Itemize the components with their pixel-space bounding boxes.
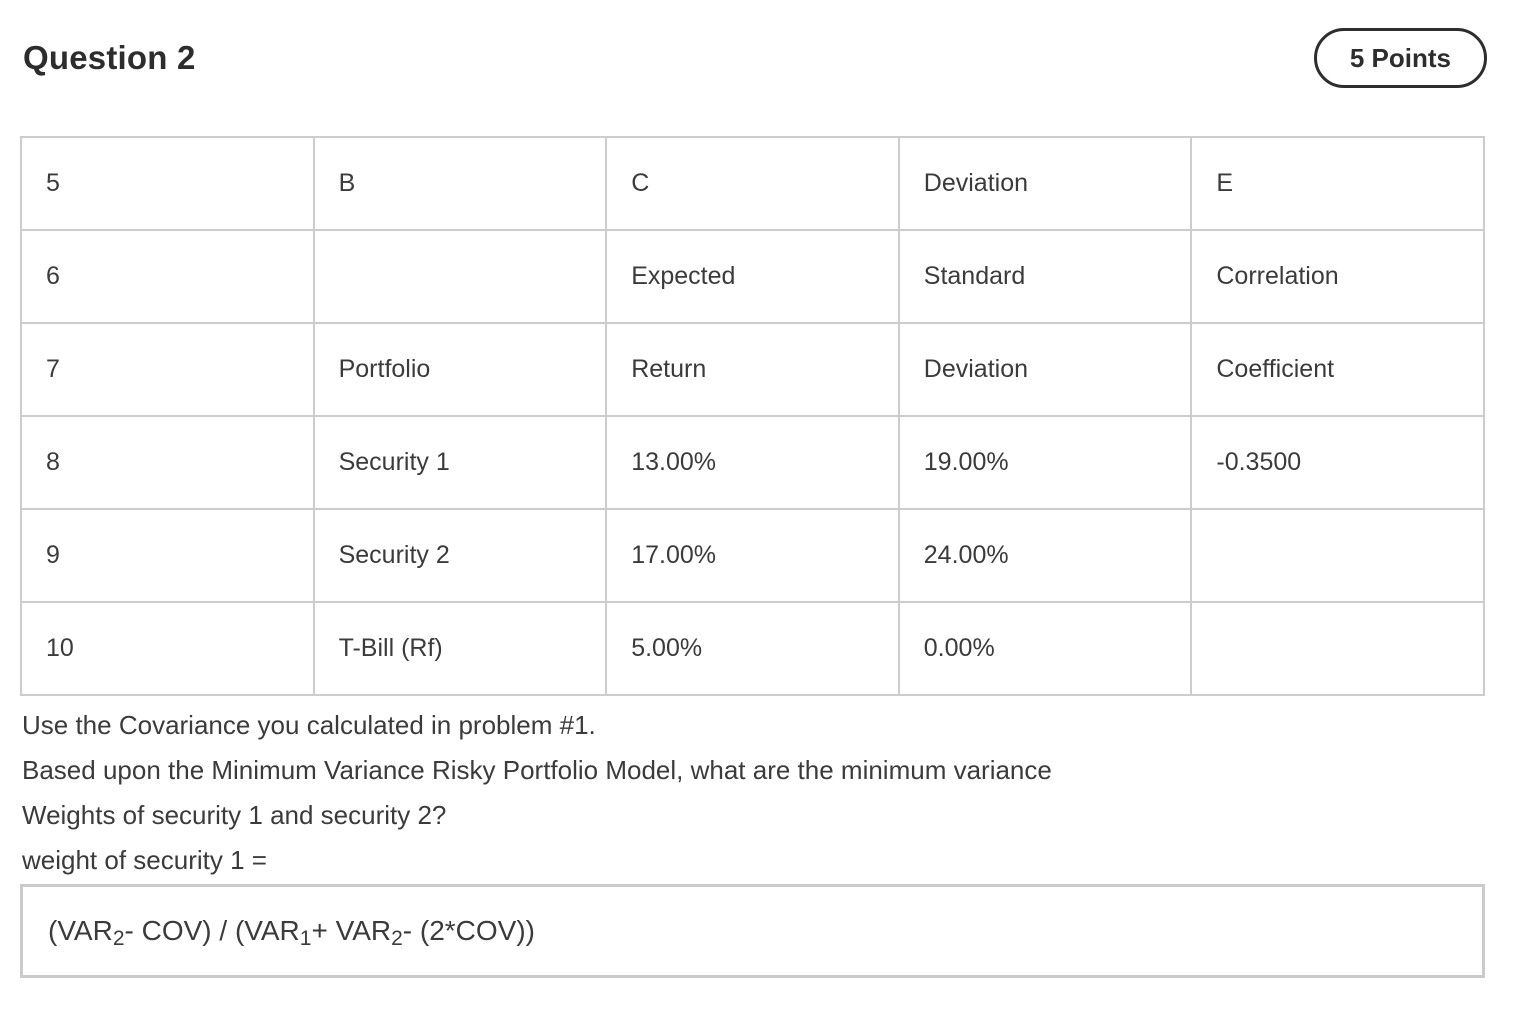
table-cell: 24.00% [897,508,1193,603]
table-cell: -0.3500 [1190,415,1485,510]
table-row: 8 Security 1 13.00% 19.00% -0.3500 [20,415,1485,510]
answer-prompt-label: weight of security 1 = [22,845,267,875]
question-header: Question 2 5 Points [23,28,1487,88]
formula-segment: (VAR [48,915,113,946]
table-cell: E [1190,136,1485,231]
spreadsheet-table: 5 B C Deviation E 6 Expected Standard Co… [20,136,1485,696]
row-number-cell: 5 [20,136,315,231]
table-cell: Deviation [897,322,1193,417]
table-row: 7 Portfolio Return Deviation Coefficient [20,322,1485,417]
question-text-line: Based upon the Minimum Variance Risky Po… [22,755,1052,785]
table-cell: 0.00% [897,601,1193,696]
formula-segment: - (2*COV)) [402,915,536,946]
table-cell: Security 2 [312,508,608,603]
question-title: Question 2 [23,39,196,76]
table-cell: Correlation [1190,229,1485,324]
question-text-line: Use the Covariance you calculated in pro… [22,710,596,740]
table-cell [1190,601,1485,696]
table-cell: Expected [605,229,900,324]
table-cell: Standard [897,229,1193,324]
table-row: 9 Security 2 17.00% 24.00% [20,508,1485,603]
table-cell [1190,508,1485,603]
table-row: 6 Expected Standard Correlation [20,229,1485,324]
row-number-cell: 7 [20,322,315,417]
table-cell: 13.00% [605,415,900,510]
points-badge: 5 Points [1313,28,1487,88]
table-cell [312,229,608,324]
table-row: 5 B C Deviation E [20,136,1485,231]
question-page: Question 2 5 Points 5 B C Deviation E 6 … [0,28,1524,1024]
table-cell: Security 1 [312,415,608,510]
question-text-block: Use the Covariance you calculated in pro… [22,703,1524,883]
formula-segment: - COV) / (VAR [124,915,300,946]
row-number-cell: 8 [20,415,315,510]
table-cell: Coefficient [1190,322,1485,417]
table-cell: Return [605,322,900,417]
answer-input[interactable]: (VAR 2- COV) / (VAR 1 + VAR 2- (2*COV)) [20,884,1485,978]
table-cell: T-Bill (Rf) [312,601,608,696]
table-cell: Deviation [897,136,1193,231]
table-cell: C [605,136,900,231]
row-number-cell: 10 [20,601,315,696]
question-text-line: Weights of security 1 and security 2? [22,800,447,830]
table-cell: 5.00% [605,601,900,696]
table-cell: Portfolio [312,322,608,417]
row-number-cell: 9 [20,508,315,603]
formula-segment: + VAR [311,915,392,946]
table-row: 10 T-Bill (Rf) 5.00% 0.00% [20,601,1485,696]
table-cell: 19.00% [897,415,1193,510]
table-cell: B [312,136,608,231]
row-number-cell: 6 [20,229,315,324]
table-cell: 17.00% [605,508,900,603]
